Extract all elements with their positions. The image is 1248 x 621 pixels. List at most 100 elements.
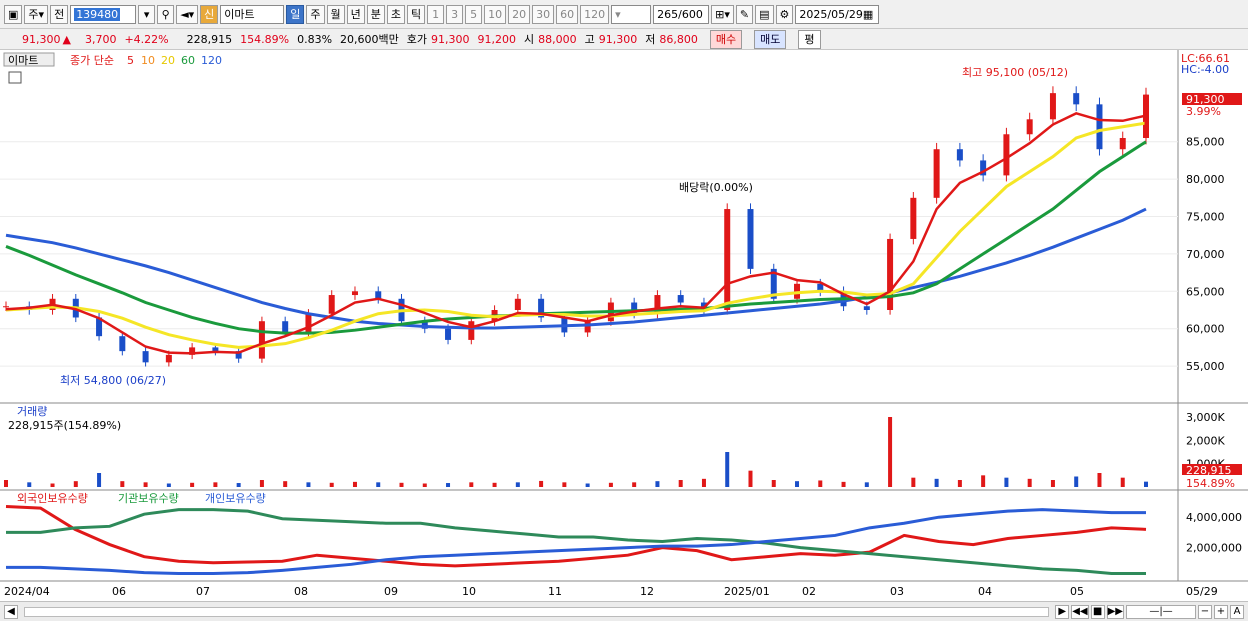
stop-icon[interactable]: ■	[1090, 604, 1105, 619]
zoom-out-icon[interactable]: −	[1198, 604, 1212, 619]
eval-button[interactable]: 평	[798, 29, 821, 49]
tab-year[interactable]: 년	[346, 4, 365, 24]
tab-second[interactable]: 초	[386, 4, 406, 24]
table-icon[interactable]	[8, 71, 22, 84]
legend-ma5: 5	[127, 54, 134, 67]
interval-3[interactable]: 3	[446, 4, 464, 24]
candle	[305, 313, 312, 333]
tab-week[interactable]: 주	[306, 4, 325, 24]
type-select[interactable]: 주 ▾	[24, 4, 49, 24]
interval-1[interactable]: 1	[427, 4, 445, 24]
zoom-slider[interactable]: —|—	[1126, 604, 1196, 619]
volume-bar	[632, 482, 637, 487]
text-tool-icon[interactable]: A	[1230, 604, 1244, 619]
ma120-line	[5, 207, 1147, 330]
volume-bar	[306, 482, 311, 487]
scroll-right-icon[interactable]: ▶	[1055, 604, 1070, 619]
scrollbar[interactable]	[24, 606, 1050, 617]
tools-icon[interactable]: ✎	[735, 4, 754, 24]
tab-day[interactable]: 일	[286, 4, 305, 24]
volume-bar	[259, 480, 264, 487]
tab-month[interactable]: 월	[326, 4, 345, 24]
volume-bar	[329, 482, 334, 487]
scroll-left-icon[interactable]: ◀	[4, 604, 18, 619]
volume-bar	[213, 482, 218, 487]
volume-bar	[771, 480, 776, 487]
candle	[514, 298, 521, 310]
volume-bar	[748, 470, 753, 487]
legend-ma120: 120	[201, 54, 222, 67]
candle	[956, 149, 963, 161]
volume-bar	[446, 483, 451, 487]
volume-bar	[957, 480, 962, 487]
date-input[interactable]: 2025/05/29 ▦	[795, 4, 880, 24]
chart-canvas[interactable]: 이마트 종가 단순 5 10 20 60 120 최고 95,100 (05/1…	[0, 50, 1248, 601]
forward-icon[interactable]: ▶▶	[1106, 604, 1124, 619]
interval-60[interactable]: 60	[556, 4, 579, 24]
interval-10[interactable]: 10	[484, 4, 507, 24]
x-tick-label: 05/29	[1186, 585, 1218, 598]
volume-tag	[1182, 464, 1242, 475]
high-annotation: 최고 95,100 (05/12)	[962, 66, 1068, 79]
candle	[1003, 134, 1010, 176]
current-pct-text: 3.99%	[1186, 105, 1221, 118]
dividend-annotation: 배당락(0.00%)	[679, 181, 753, 194]
ask-label: 호가	[406, 33, 428, 46]
code-dropdown-icon[interactable]: ▾	[138, 4, 156, 24]
holding-inst-label: 기관보유수량	[118, 492, 179, 505]
ma20-line	[5, 121, 1147, 349]
chart-type-icon[interactable]: ⊞▾	[711, 4, 734, 24]
mode-button[interactable]: 전	[50, 4, 69, 24]
save-icon[interactable]: ▤	[755, 4, 774, 24]
tab-minute[interactable]: 분	[366, 4, 385, 24]
ma60-line	[5, 140, 1147, 335]
buy-button[interactable]: 매수	[709, 29, 743, 49]
volume-bar	[585, 483, 590, 487]
grid-lines	[0, 141, 1178, 367]
interval-5[interactable]: 5	[465, 4, 483, 24]
count-input[interactable]: 265/600	[653, 4, 710, 24]
volume-bar	[655, 481, 660, 487]
code-input[interactable]: 139480	[70, 4, 137, 24]
high-label: 고	[584, 33, 595, 46]
volume-bar	[888, 417, 893, 487]
holding-y-tick: 4,000,000	[1186, 511, 1242, 524]
layout-icon[interactable]: ▣	[4, 4, 23, 24]
x-tick-label: 03	[890, 585, 904, 598]
search-icon[interactable]: ⚲	[157, 4, 175, 24]
candle	[933, 149, 940, 198]
volume-bar	[422, 483, 427, 487]
tab-tick[interactable]: 틱	[407, 4, 426, 24]
interval-30[interactable]: 30	[532, 4, 555, 24]
volume-bar	[166, 483, 171, 487]
current-price-tag	[1182, 93, 1242, 105]
volume-bar	[376, 482, 381, 487]
interval-20[interactable]: 20	[508, 4, 531, 24]
x-tick-label: 2024/04	[4, 585, 50, 598]
turnover: 0.83%	[297, 32, 333, 46]
candle	[817, 283, 824, 292]
volume-bar	[27, 482, 32, 487]
calendar-icon[interactable]: ▦	[862, 7, 874, 21]
count-value: 265	[657, 7, 679, 21]
holding-y-tick: 2,000,000	[1186, 542, 1242, 555]
volume-bar	[795, 481, 800, 487]
candle	[235, 351, 242, 359]
volume-bar	[4, 480, 8, 487]
volume-bar	[50, 483, 55, 487]
volume-y-tick: 2,000K	[1186, 434, 1225, 447]
x-tick-label: 05	[1070, 585, 1084, 598]
interval-custom[interactable]: ▾	[611, 4, 652, 24]
volume-bar	[469, 482, 474, 487]
zoom-in-icon[interactable]: +	[1214, 604, 1228, 619]
stock-name-field[interactable]: 이마트	[220, 4, 285, 24]
interval-120[interactable]: 120	[580, 4, 610, 24]
volume-bar	[515, 482, 520, 487]
rewind-icon[interactable]: ◀◀	[1071, 604, 1089, 619]
gear-icon[interactable]: ⚙	[775, 4, 794, 24]
volume-bar	[120, 481, 125, 487]
volume-bar	[1050, 480, 1055, 487]
sell-button[interactable]: 매도	[754, 29, 787, 49]
sound-icon[interactable]: ◄▾	[176, 4, 199, 24]
up-arrow-icon: ▲	[62, 32, 71, 46]
